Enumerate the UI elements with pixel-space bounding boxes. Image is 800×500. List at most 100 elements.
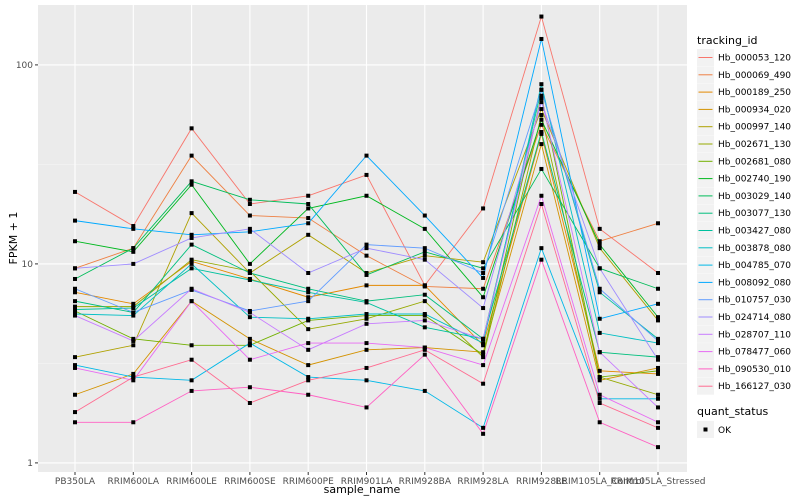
data-point	[189, 357, 194, 362]
shape-legend-title: quant_status	[697, 405, 769, 418]
data-point	[189, 261, 194, 266]
data-point	[306, 378, 311, 383]
data-point	[247, 343, 252, 348]
data-point	[481, 355, 486, 360]
data-point	[247, 271, 252, 276]
data-point	[131, 375, 136, 380]
data-point	[306, 392, 311, 397]
data-point	[73, 276, 77, 281]
points-group	[73, 14, 660, 450]
data-point	[306, 193, 311, 198]
data-point	[422, 226, 427, 231]
data-point	[189, 388, 194, 393]
x-axis-title: sample_name	[324, 483, 401, 496]
legend-label: Hb_166127_030	[718, 382, 791, 392]
data-point	[539, 96, 544, 101]
data-point	[539, 122, 544, 127]
data-point	[131, 301, 136, 306]
x-tick-label: RRIM105LA_Control	[555, 477, 644, 487]
data-point	[364, 312, 369, 317]
y-axis-title: FPKM + 1	[7, 212, 20, 265]
data-point	[364, 153, 369, 158]
data-point	[656, 357, 660, 362]
data-point	[597, 242, 602, 247]
data-point	[656, 420, 660, 425]
data-point	[247, 229, 252, 234]
data-point	[481, 206, 486, 211]
data-point	[422, 345, 427, 350]
legend-label: Hb_028707_110	[718, 330, 791, 340]
data-point	[481, 275, 486, 280]
data-point	[364, 272, 369, 277]
data-point	[73, 189, 77, 194]
data-point	[73, 363, 77, 368]
data-point	[364, 341, 369, 346]
data-point	[539, 117, 544, 122]
data-point	[247, 201, 252, 206]
data-point	[422, 352, 427, 357]
shape-legend-square-marker	[703, 427, 708, 432]
legend-label: Hb_000189_250	[718, 88, 791, 98]
data-point	[247, 197, 252, 202]
data-point	[539, 130, 544, 135]
data-point	[306, 201, 311, 206]
data-point	[539, 82, 544, 87]
x-tick-label: RRIM901LA	[341, 477, 393, 487]
data-point	[73, 239, 77, 244]
data-point	[364, 246, 369, 251]
data-point	[247, 278, 252, 283]
data-point	[656, 338, 660, 343]
data-point	[656, 336, 660, 341]
data-point	[306, 221, 311, 226]
data-point	[364, 253, 369, 258]
data-point	[73, 365, 77, 370]
data-point	[481, 306, 486, 311]
x-tick-label: RRIM600LA	[108, 477, 160, 487]
data-point	[597, 226, 602, 231]
data-point	[539, 257, 544, 262]
data-point	[539, 36, 544, 41]
data-point	[247, 261, 252, 266]
data-point	[189, 211, 194, 216]
data-point	[481, 425, 486, 430]
data-point	[73, 266, 77, 271]
data-point	[422, 283, 427, 288]
data-point	[189, 126, 194, 131]
data-point	[656, 355, 660, 360]
legend-label: Hb_002681_080	[718, 157, 791, 167]
data-point	[539, 246, 544, 251]
data-point	[131, 371, 136, 376]
data-point	[481, 363, 486, 368]
legend-label: Hb_003029_140	[718, 192, 791, 202]
data-point	[73, 355, 77, 360]
data-point	[73, 420, 77, 425]
data-point	[306, 341, 311, 346]
data-point	[597, 246, 602, 251]
y-tick-label: 100	[16, 61, 33, 71]
data-point	[247, 400, 252, 405]
data-point	[539, 107, 544, 112]
data-point	[306, 327, 311, 332]
data-point	[364, 316, 369, 321]
data-point	[481, 352, 486, 357]
x-tick-label: RRIM600SE	[224, 477, 276, 487]
data-point	[656, 286, 660, 291]
data-point	[539, 100, 544, 105]
data-point	[481, 431, 486, 436]
data-point	[73, 392, 77, 397]
data-point	[189, 179, 194, 184]
data-point	[656, 365, 660, 370]
data-point	[306, 271, 311, 276]
data-point	[422, 299, 427, 304]
data-point	[131, 336, 136, 341]
data-point	[364, 378, 369, 383]
data-point	[131, 313, 136, 318]
data-point	[656, 445, 660, 450]
data-point	[539, 166, 544, 171]
data-point	[364, 193, 369, 198]
data-point	[422, 257, 427, 262]
data-point	[189, 232, 194, 237]
data-point	[597, 378, 602, 383]
data-point	[247, 341, 252, 346]
legend: tracking_id Hb_000053_120 Hb_000069_490 Hb…	[697, 34, 791, 438]
